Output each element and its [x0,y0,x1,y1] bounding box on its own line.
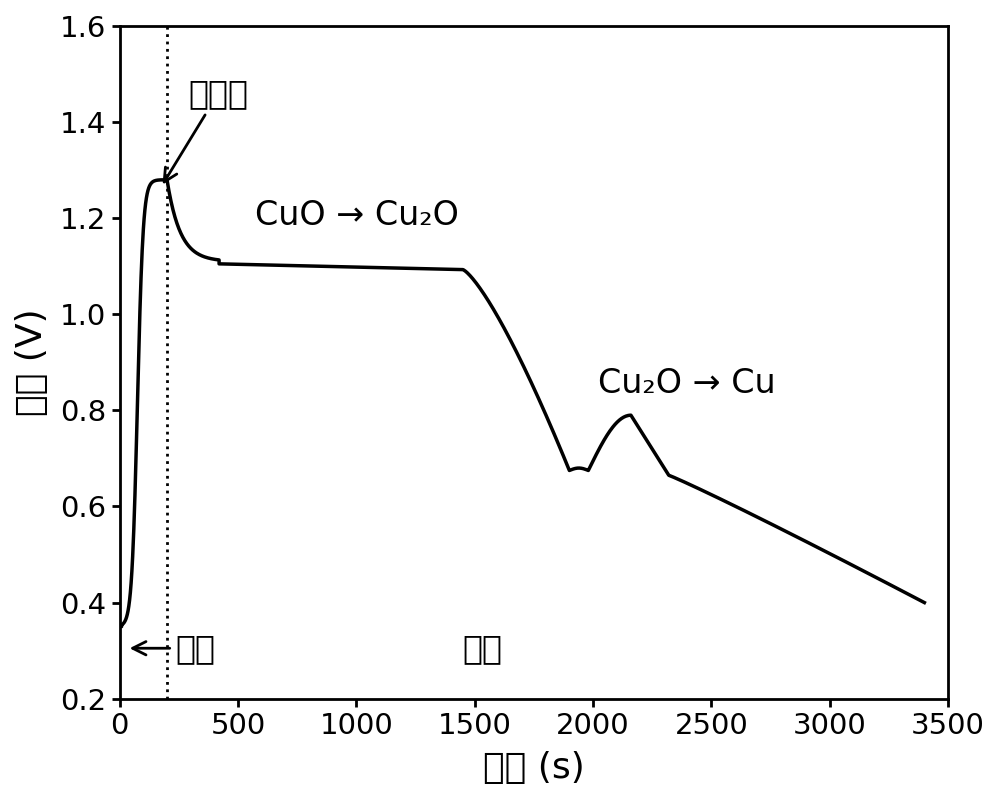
Text: 无氧: 无氧 [463,632,503,665]
Text: CuO → Cu₂O: CuO → Cu₂O [255,199,458,232]
X-axis label: 时间 (s): 时间 (s) [483,751,585,785]
Text: 自充电: 自充电 [164,77,248,182]
Text: Cu₂O → Cu: Cu₂O → Cu [598,367,775,401]
Text: 空气: 空气 [133,632,215,665]
Y-axis label: 电压 (V): 电压 (V) [15,309,49,416]
